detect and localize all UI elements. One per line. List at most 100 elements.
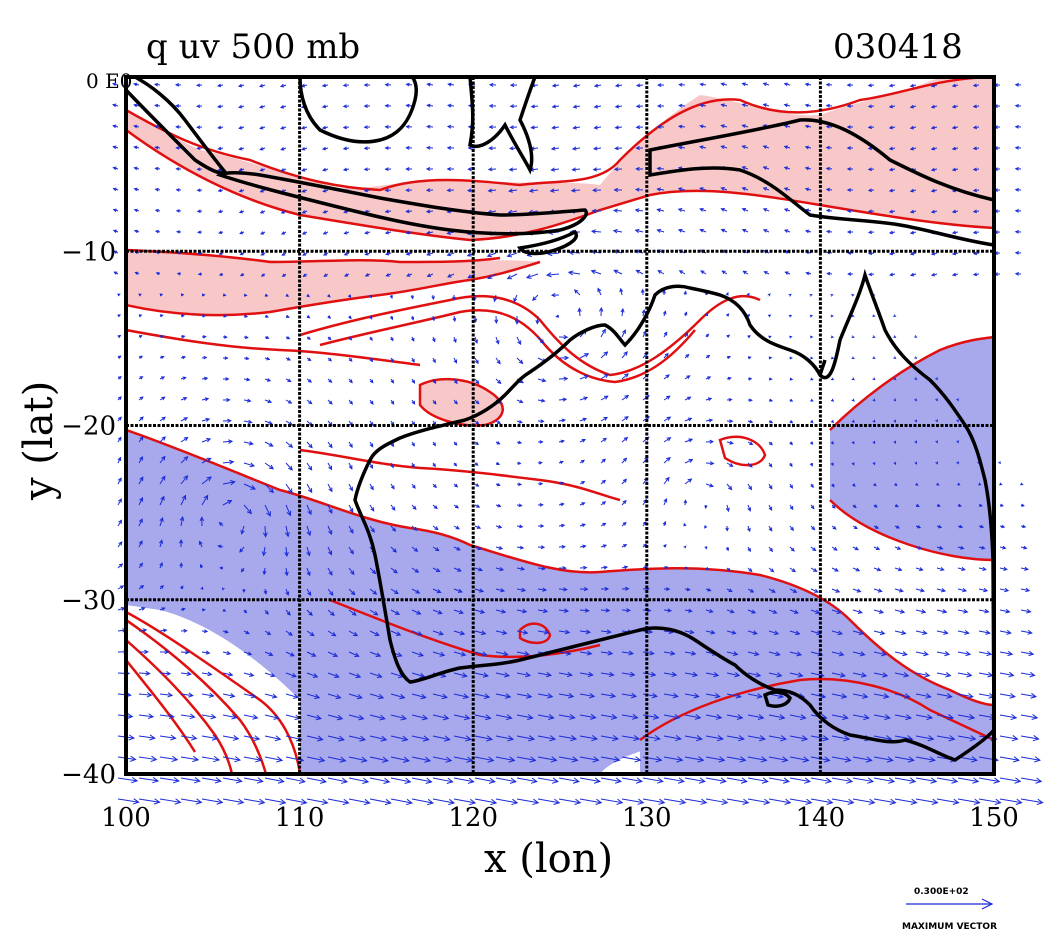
wind-vector	[390, 693, 405, 699]
wind-vector	[936, 777, 958, 783]
wind-vector-head	[851, 293, 855, 297]
wind-vector-head	[968, 714, 976, 721]
wind-vector	[432, 798, 455, 804]
wind-vector	[663, 609, 672, 612]
wind-vector-head	[328, 357, 332, 362]
wind-vector-head	[759, 735, 766, 742]
wind-vector-head	[846, 83, 851, 87]
wind-vector-head	[405, 103, 410, 108]
wind-vector-head	[635, 777, 643, 784]
wind-vector-head	[343, 230, 348, 235]
negative-region-west	[126, 430, 470, 774]
wind-vector	[873, 588, 882, 592]
wind-vector	[642, 714, 659, 719]
wind-vector	[547, 273, 560, 276]
x-tick-label: 120	[448, 803, 498, 833]
wind-vector	[593, 168, 602, 171]
wind-vector	[747, 735, 765, 740]
wind-vector-head	[149, 734, 156, 741]
wind-vector-head	[138, 518, 143, 523]
wind-vector-head	[946, 693, 953, 699]
wind-vector-head	[160, 335, 165, 339]
wind-vector-head	[161, 475, 166, 481]
wind-vector	[222, 481, 235, 485]
wind-vector-head	[721, 270, 726, 275]
wind-vector-head	[580, 459, 585, 464]
wind-vector	[411, 714, 428, 720]
wind-vector	[369, 693, 384, 699]
wind-vector-head	[686, 375, 691, 380]
wind-vector-head	[289, 652, 295, 657]
wind-vector-head	[350, 570, 355, 576]
wind-vector-head	[590, 269, 596, 275]
wind-vector-head	[322, 210, 327, 214]
wind-vector	[180, 693, 193, 697]
wind-vector	[537, 567, 546, 570]
wind-vector-head	[993, 777, 1001, 784]
wind-vector	[243, 714, 258, 719]
wind-vector-head	[738, 735, 745, 742]
wind-vector-head	[479, 588, 485, 593]
wind-vector-head	[496, 441, 501, 445]
wind-vector	[447, 252, 455, 256]
wind-vector-head	[301, 168, 306, 172]
wind-vector-head	[390, 443, 394, 448]
wind-vector-head	[582, 417, 588, 422]
wind-vector-head	[972, 146, 978, 151]
wind-vector-head	[288, 443, 294, 448]
wind-vector-head	[349, 529, 354, 534]
wind-vector-head	[117, 293, 121, 297]
wind-vector-head	[999, 482, 1003, 486]
wind-vector-head	[1028, 650, 1035, 657]
wind-vector-head	[466, 756, 474, 763]
wind-vector	[306, 630, 315, 637]
wind-vector-head	[935, 440, 938, 444]
wind-vector-head	[726, 567, 731, 572]
wind-vector-head	[336, 714, 344, 721]
wind-vector-head	[878, 609, 885, 614]
wind-vector	[306, 483, 313, 493]
wind-vector	[657, 209, 665, 212]
wind-vector	[621, 798, 644, 804]
wind-vector	[507, 273, 518, 280]
wind-vector-head	[506, 252, 512, 258]
wind-vector	[957, 651, 971, 655]
wind-vector-head	[666, 395, 671, 400]
wind-vector	[222, 500, 232, 506]
wind-vector	[180, 777, 200, 782]
wind-vector-head	[307, 336, 311, 340]
wind-vector	[516, 693, 532, 698]
wind-vector	[600, 416, 608, 422]
wind-vector-head	[972, 125, 978, 130]
wind-vector-head	[778, 714, 786, 721]
wind-vector-head	[966, 672, 973, 678]
wind-vector-head	[486, 252, 492, 258]
wind-vector	[201, 651, 210, 654]
wind-vector-head	[518, 503, 523, 508]
wind-vector	[474, 798, 497, 804]
wind-vector-head	[249, 672, 255, 677]
wind-vector-head	[488, 82, 494, 87]
x-axis-title: x (lon)	[484, 836, 613, 882]
wind-vector-head	[213, 755, 221, 763]
wind-vector	[369, 777, 390, 783]
wind-vector-head	[198, 540, 203, 545]
wind-vector	[591, 270, 602, 275]
wind-vector-head	[453, 359, 458, 364]
wind-vector-head	[602, 501, 607, 505]
wind-vector	[306, 756, 325, 762]
wind-vector	[264, 525, 267, 537]
wind-vector-head	[928, 756, 936, 763]
wind-vector-head	[732, 651, 739, 656]
wind-vector-head	[525, 273, 532, 279]
wind-vector-head	[825, 82, 830, 87]
wind-vector-head	[161, 396, 166, 401]
wind-vector-head	[401, 735, 409, 742]
wind-vector	[873, 798, 896, 804]
wind-vector-head	[309, 631, 315, 637]
wind-vector	[369, 609, 378, 616]
wind-vector	[180, 672, 191, 675]
wind-vector	[915, 651, 929, 656]
wind-vector	[663, 395, 670, 401]
